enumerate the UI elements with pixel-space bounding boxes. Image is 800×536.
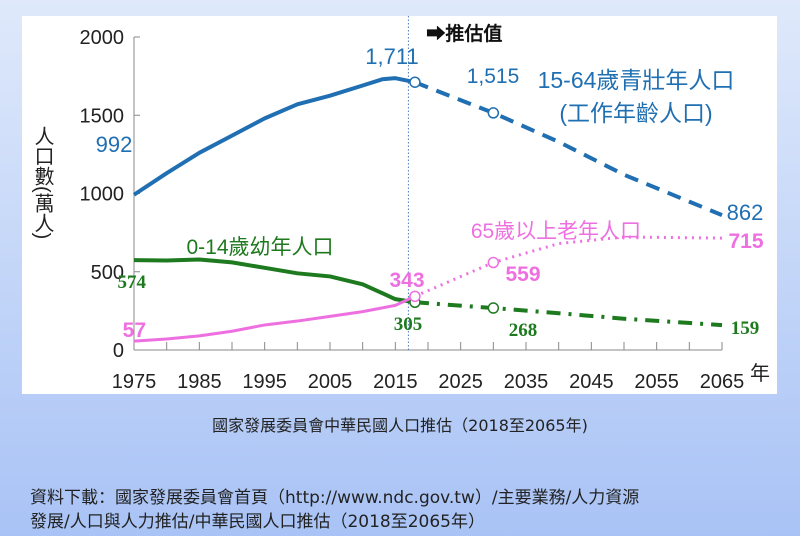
data-label: 992 — [96, 132, 133, 157]
chart-panel: 0 500 1000 1500 2000 1975 1985 1995 2005 2015 2025… — [22, 16, 777, 394]
source-line-2: 發展/人口與人力推估/中華民國人口推估（2018至2065年） — [30, 512, 485, 532]
data-point-marker — [409, 290, 421, 303]
x-tick-label: 2035 — [504, 371, 549, 393]
legend-children: 0-14歲幼年人口 — [186, 236, 333, 259]
y-tick-label: 0 — [113, 340, 124, 362]
data-label: 159 — [731, 318, 760, 339]
data-label: 715 — [728, 230, 763, 253]
data-label: 268 — [509, 320, 538, 341]
x-tick-label: 2015 — [373, 371, 418, 393]
source-note: 資料下載：國家發展委員會首頁（http://www.ndc.gov.tw）/主要… — [30, 486, 790, 534]
chart-caption: 國家發展委員會中華民國人口推估（2018至2065年) — [212, 416, 588, 435]
data-point-marker — [409, 76, 421, 88]
series-line-historical — [133, 294, 416, 343]
legend-elderly: 65歲以上老年人口 — [471, 220, 641, 243]
data-label: 559 — [505, 263, 540, 286]
x-tick-label: 2045 — [569, 371, 614, 393]
x-tick-label: 1985 — [177, 371, 222, 393]
data-label: 305 — [394, 314, 423, 335]
population-line-chart: 0 500 1000 1500 2000 1975 1985 1995 2005 2015 2025… — [31, 16, 770, 393]
data-label: 1,515 — [467, 65, 520, 88]
data-label: 57 — [123, 319, 146, 342]
data-point-marker — [487, 302, 500, 314]
data-point-marker — [487, 256, 500, 269]
legend-working-age: 15-64歲青壯年人口 — [538, 67, 735, 93]
x-tick-label: 1995 — [242, 371, 287, 393]
series-line-projected — [414, 80, 723, 217]
y-axis-label: 人口數(萬人) — [31, 126, 54, 240]
data-label: 1,711 — [365, 44, 418, 69]
y-tick-label: 1000 — [80, 184, 125, 206]
x-tick-label: 1975 — [112, 371, 157, 393]
x-axis-label: 年 — [750, 362, 770, 385]
x-tick-label: 2065 — [700, 371, 745, 393]
y-tick-label: 2000 — [80, 27, 125, 49]
y-tick-label: 500 — [91, 262, 124, 284]
series-line-projected — [414, 235, 723, 298]
data-label: 862 — [727, 200, 764, 225]
data-point-marker — [487, 107, 500, 119]
x-tick-label: 2055 — [634, 371, 679, 393]
projection-label: ➡推估值 — [426, 22, 502, 45]
legend-working-age-sub: (工作年齡人口) — [559, 100, 712, 126]
series-line-projected — [414, 300, 723, 328]
y-tick-label: 1500 — [80, 105, 125, 127]
series-line-historical — [132, 76, 416, 197]
x-tick-label: 2005 — [308, 371, 353, 393]
x-tick-label: 2025 — [438, 371, 483, 393]
source-line-1: 資料下載：國家發展委員會首頁（http://www.ndc.gov.tw）/主要… — [30, 488, 640, 508]
data-label: 343 — [389, 269, 424, 292]
data-label: 574 — [118, 272, 147, 293]
series-line-historical — [133, 257, 416, 305]
